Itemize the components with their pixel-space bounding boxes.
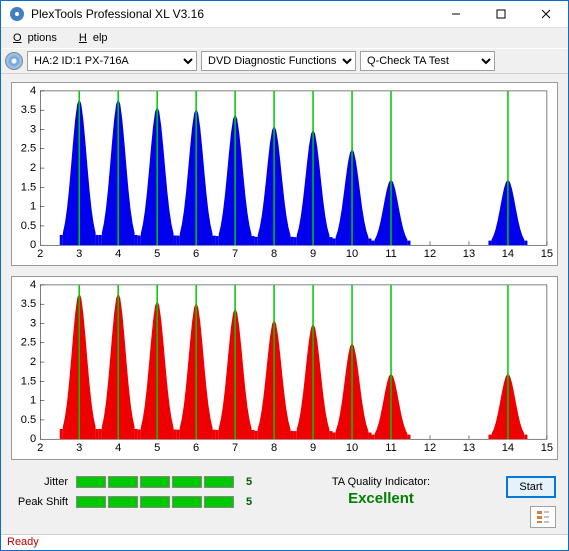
function-select[interactable]: DVD Diagnostic Functions xyxy=(201,51,356,71)
jitter-label: Jitter xyxy=(13,476,68,488)
app-icon xyxy=(9,6,25,22)
peakshift-value: 5 xyxy=(242,496,256,508)
svg-text:3: 3 xyxy=(76,248,82,260)
svg-text:3: 3 xyxy=(30,317,36,329)
peakshift-label: Peak Shift xyxy=(13,496,68,508)
svg-text:10: 10 xyxy=(346,442,358,454)
svg-text:2: 2 xyxy=(30,162,36,174)
svg-text:3.5: 3.5 xyxy=(21,104,36,116)
drive-select[interactable]: HA:2 ID:1 PX-716A xyxy=(27,51,197,71)
window-title: PlexTools Professional XL V3.16 xyxy=(31,7,433,21)
svg-text:15: 15 xyxy=(541,442,553,454)
svg-text:0: 0 xyxy=(30,433,36,445)
svg-text:2: 2 xyxy=(37,442,43,454)
svg-text:1: 1 xyxy=(30,395,36,407)
svg-text:6: 6 xyxy=(193,248,199,260)
close-button[interactable] xyxy=(523,1,568,27)
svg-text:12: 12 xyxy=(424,248,436,260)
start-button[interactable]: Start xyxy=(506,476,556,498)
svg-text:2.5: 2.5 xyxy=(21,143,36,155)
svg-text:4: 4 xyxy=(30,279,36,291)
svg-text:1.5: 1.5 xyxy=(21,375,36,387)
svg-text:14: 14 xyxy=(502,248,514,260)
quality-value: Excellent xyxy=(276,490,486,507)
svg-text:3.5: 3.5 xyxy=(21,298,36,310)
menu-help[interactable]: Help xyxy=(73,30,120,46)
test-select[interactable]: Q-Check TA Test xyxy=(360,51,495,71)
minimize-button[interactable] xyxy=(433,1,478,27)
svg-text:2: 2 xyxy=(37,248,43,260)
options-icon-button[interactable] xyxy=(530,506,556,528)
svg-text:4: 4 xyxy=(30,85,36,97)
svg-text:0: 0 xyxy=(30,239,36,251)
menu-options[interactable]: Options xyxy=(7,30,69,46)
svg-text:7: 7 xyxy=(232,442,238,454)
chart-bottom: 0 0.5 1 1.5 2 2.5 3 3.5 4 2 3 4 5 6 7 8 9 10 11 12 13 14 15 xyxy=(11,276,558,460)
svg-text:15: 15 xyxy=(541,248,553,260)
svg-text:5: 5 xyxy=(154,442,160,454)
svg-text:6: 6 xyxy=(193,442,199,454)
svg-text:3: 3 xyxy=(76,442,82,454)
svg-text:11: 11 xyxy=(385,442,397,454)
svg-text:9: 9 xyxy=(310,248,316,260)
svg-text:2.5: 2.5 xyxy=(21,337,36,349)
svg-text:10: 10 xyxy=(346,248,358,260)
svg-text:4: 4 xyxy=(115,248,121,260)
svg-text:14: 14 xyxy=(502,442,514,454)
svg-text:1: 1 xyxy=(30,201,36,213)
svg-text:13: 13 xyxy=(463,442,475,454)
svg-text:0.5: 0.5 xyxy=(21,220,36,232)
svg-text:1.5: 1.5 xyxy=(21,181,36,193)
svg-text:9: 9 xyxy=(310,442,316,454)
svg-text:0.5: 0.5 xyxy=(21,414,36,426)
svg-text:12: 12 xyxy=(424,442,436,454)
svg-text:8: 8 xyxy=(271,442,277,454)
svg-text:11: 11 xyxy=(385,248,397,260)
svg-text:3: 3 xyxy=(30,123,36,135)
chart-top: 0 0.5 1 1.5 2 2.5 3 3.5 4 2 3 4 5 6 7 8 9 10 11 12 13 14 15 xyxy=(11,82,558,266)
svg-text:2: 2 xyxy=(30,356,36,368)
status-text: Ready xyxy=(7,536,39,548)
quality-label: TA Quality Indicator: xyxy=(276,476,486,488)
svg-text:8: 8 xyxy=(271,248,277,260)
jitter-value: 5 xyxy=(242,476,256,488)
peakshift-meter: Peak Shift 5 xyxy=(13,496,256,508)
jitter-meter: Jitter 5 xyxy=(13,476,256,488)
svg-text:7: 7 xyxy=(232,248,238,260)
disc-icon xyxy=(5,52,23,70)
maximize-button[interactable] xyxy=(478,1,523,27)
svg-text:4: 4 xyxy=(115,442,121,454)
svg-text:13: 13 xyxy=(463,248,475,260)
svg-text:5: 5 xyxy=(154,248,160,260)
